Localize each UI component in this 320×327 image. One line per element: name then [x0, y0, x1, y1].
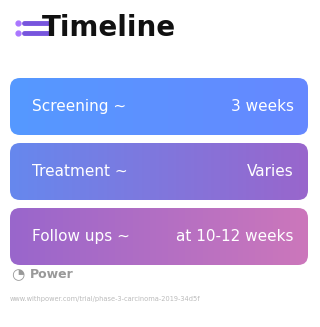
Text: Power: Power	[30, 268, 74, 282]
Text: www.withpower.com/trial/phase-3-carcinoma-2019-34d5f: www.withpower.com/trial/phase-3-carcinom…	[10, 296, 201, 302]
Text: Follow ups ~: Follow ups ~	[32, 229, 130, 244]
Text: Treatment ~: Treatment ~	[32, 164, 128, 179]
Text: 3 weeks: 3 weeks	[231, 99, 294, 114]
Text: ◔: ◔	[12, 267, 25, 283]
Text: Screening ~: Screening ~	[32, 99, 126, 114]
Text: Timeline: Timeline	[42, 14, 176, 42]
Text: at 10-12 weeks: at 10-12 weeks	[177, 229, 294, 244]
Text: Varies: Varies	[247, 164, 294, 179]
